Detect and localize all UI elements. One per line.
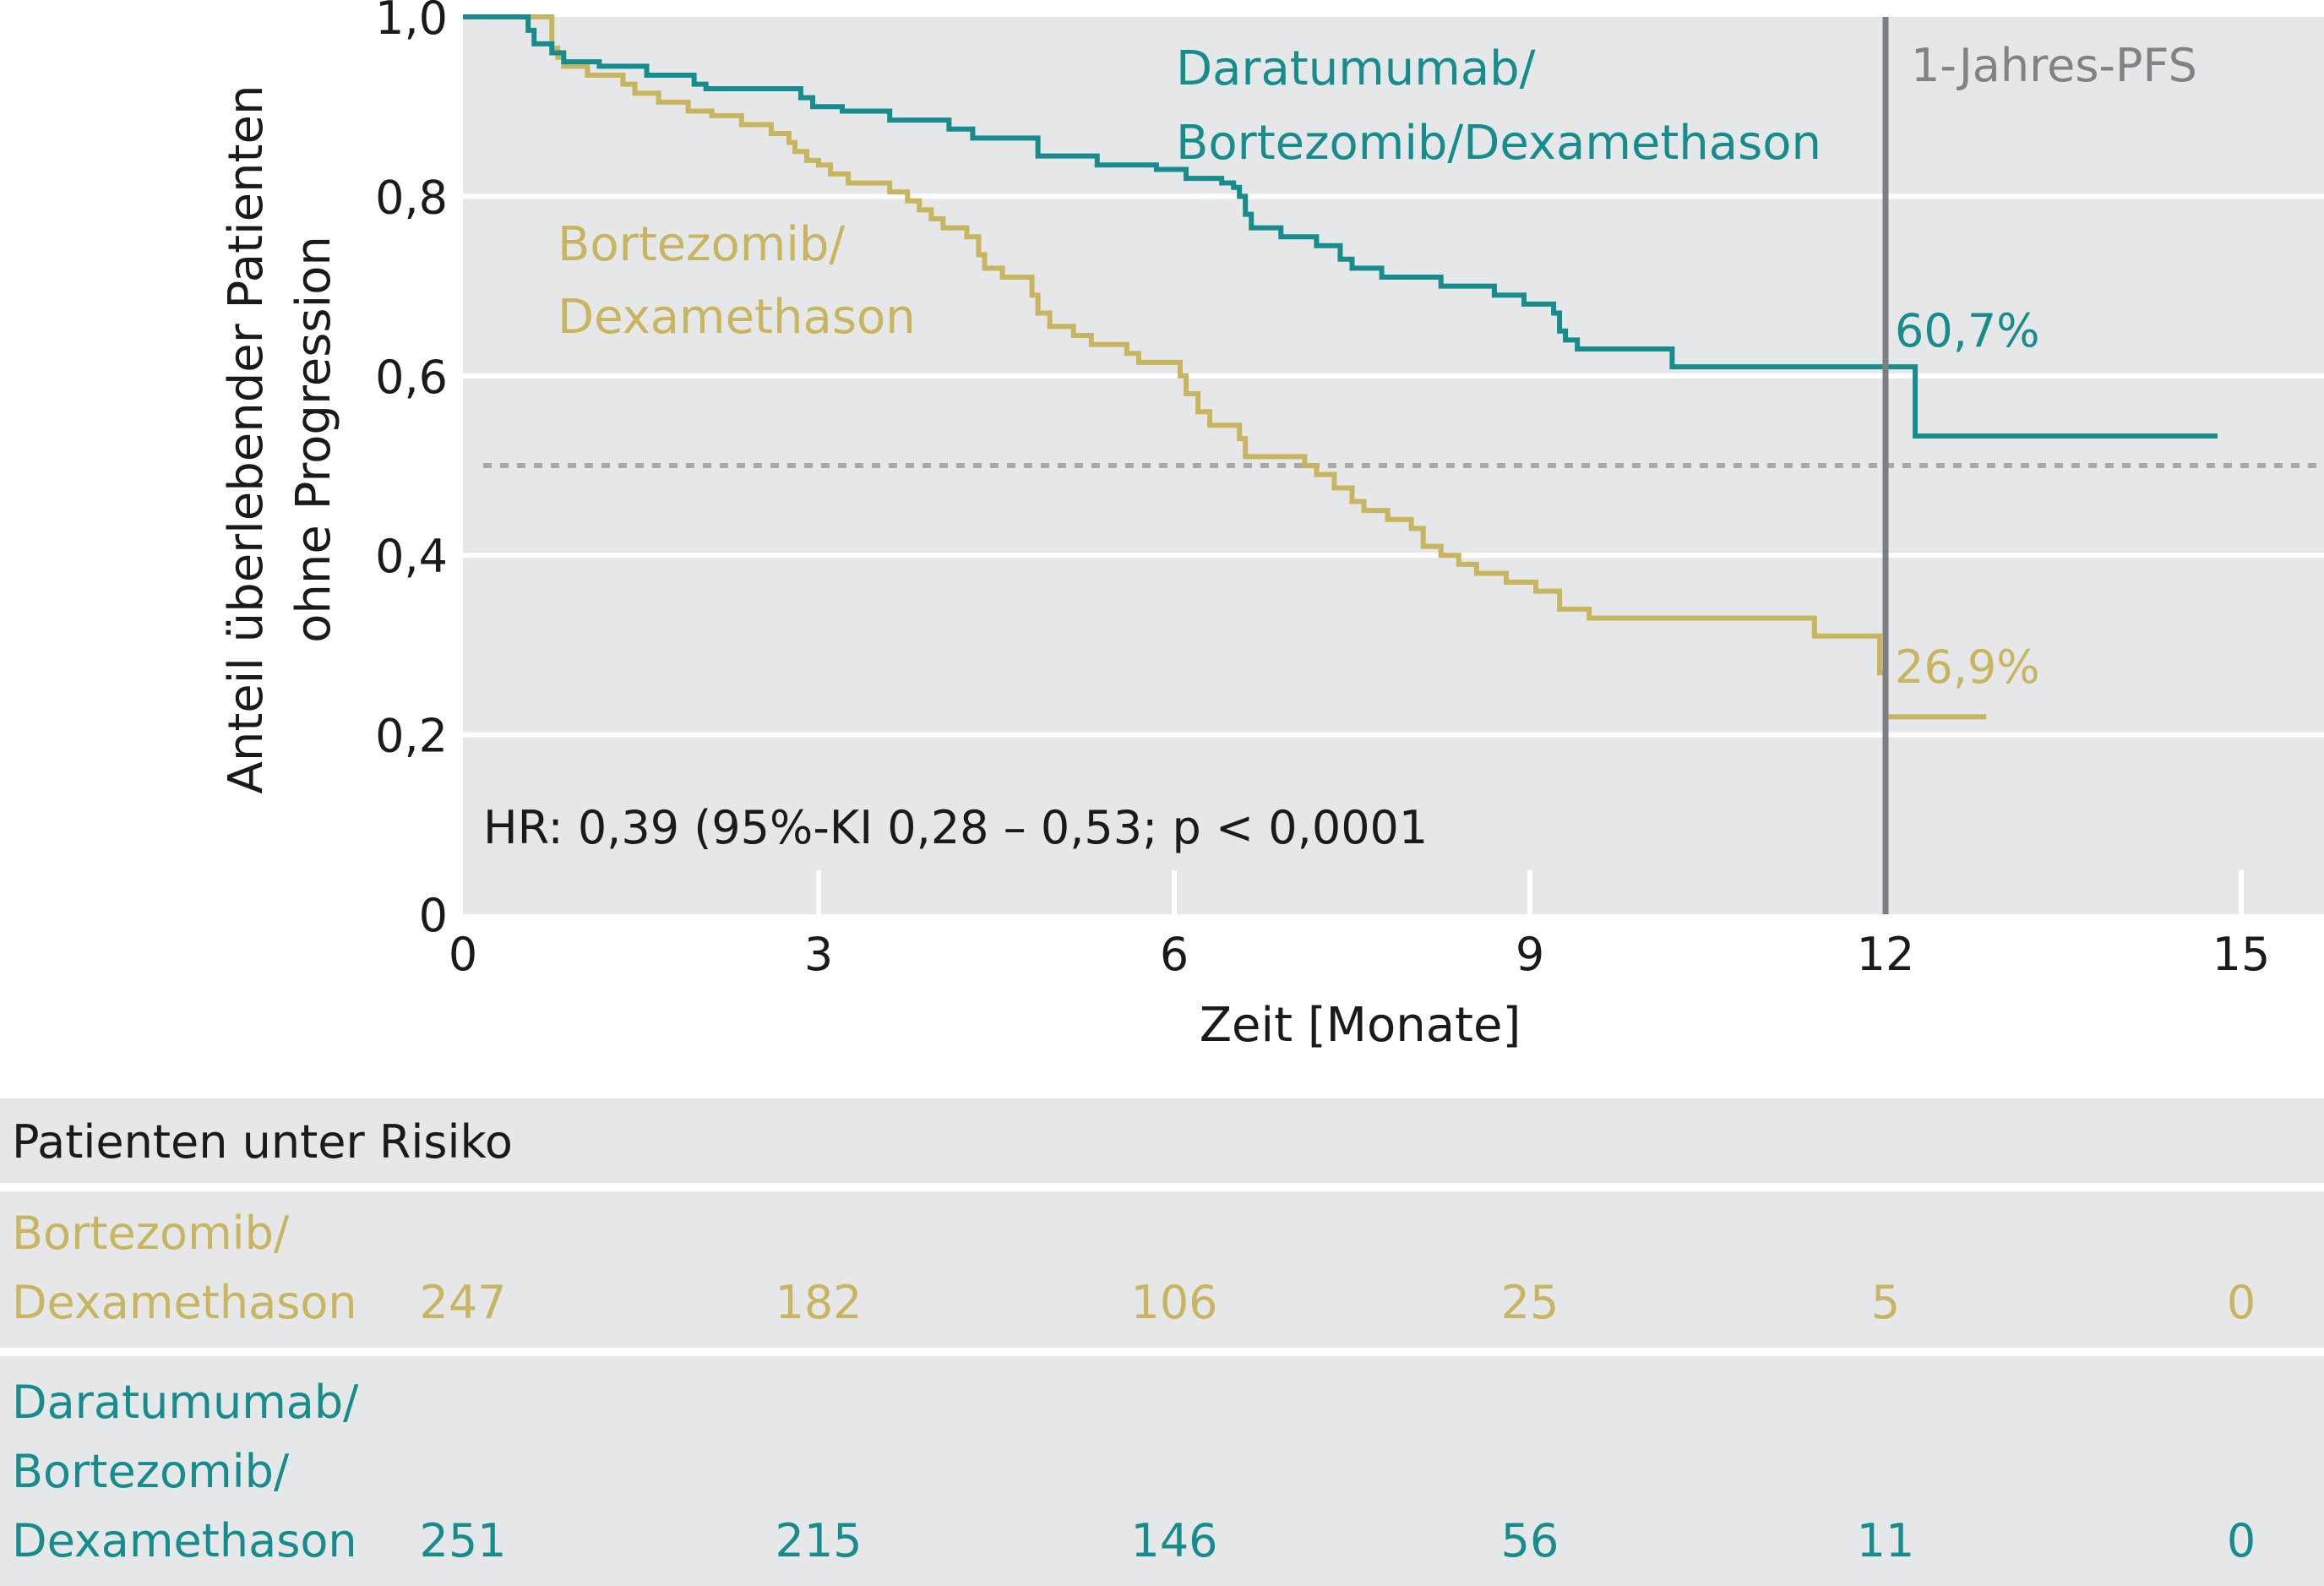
risk-count: 182 [775, 1276, 863, 1329]
risk-table-header: Patienten unter Risiko [0, 1098, 2324, 1183]
series-label-bort: Bortezomib/ [558, 217, 845, 272]
risk-count: 146 [1130, 1514, 1218, 1567]
y-tick-label: 1,0 [375, 0, 448, 45]
risk-count: 5 [1870, 1276, 1901, 1329]
x-axis-title: Zeit [Monate] [1200, 998, 1521, 1053]
y-tick-label: 0,8 [375, 171, 448, 224]
x-tick-label: 0 [449, 928, 477, 981]
y-axis-title: Anteil überlebender Patienten [219, 85, 274, 794]
risk-count: 215 [775, 1514, 863, 1567]
risk-count: 0 [2226, 1514, 2256, 1567]
x-tick-label: 15 [2212, 928, 2271, 981]
x-tick-label: 6 [1160, 928, 1189, 981]
kaplan-meier-chart: 1-Jahres-PFS Daratumumab/Bortezomib/Dexam… [219, 0, 2324, 1053]
risk-count: 56 [1500, 1514, 1559, 1567]
y-tick-label: 0 [419, 889, 448, 942]
x-tick-label: 12 [1857, 928, 1915, 981]
risk-count: 251 [419, 1514, 507, 1567]
series-label-dara: Daratumumab/ [1176, 41, 1536, 96]
risk-group-label: Bortezomib/ Dexamethason [12, 1207, 357, 1329]
risk-count: 25 [1500, 1276, 1559, 1329]
y-tick-label: 0,2 [375, 710, 448, 763]
end-label-dara: 60,7% [1895, 304, 2040, 357]
risk-table: Patienten unter Risiko Bortezomib/ Dexam… [0, 1098, 2324, 1586]
risk-count: 0 [2226, 1276, 2256, 1329]
risk-row-daratumumab: Daratumumab/ Bortezomib/ Dexamethason 25… [0, 1356, 2324, 1586]
series-line-dara [463, 14, 2218, 439]
risk-group-label: Daratumumab/ Bortezomib/ Dexamethason [12, 1376, 359, 1567]
y-tick-label: 0,4 [375, 530, 448, 583]
series-label-dara: Bortezomib/Dexamethason [1176, 116, 1821, 171]
risk-count: 247 [419, 1276, 507, 1329]
x-tick-label: 3 [804, 928, 833, 981]
series-label-bort: Dexamethason [558, 290, 916, 345]
risk-row-bortezomib: Bortezomib/ Dexamethason 247 182 106 25 … [0, 1191, 2324, 1348]
risk-count: 106 [1130, 1276, 1218, 1329]
hazard-ratio-annotation: HR: 0,39 (95%-KI 0,28 – 0,53; p < 0,0001 [483, 801, 1428, 854]
x-tick-label: 9 [1516, 928, 1544, 981]
y-axis-title: ohne Progression [286, 236, 341, 643]
risk-table-title: Patienten unter Risiko [12, 1115, 513, 1169]
series-line-bort [463, 14, 1987, 720]
y-tick-label: 0,6 [375, 351, 448, 404]
one-year-marker-label: 1-Jahres-PFS [1911, 39, 2197, 92]
end-label-bort: 26,9% [1895, 640, 2040, 694]
risk-count: 11 [1856, 1514, 1915, 1567]
